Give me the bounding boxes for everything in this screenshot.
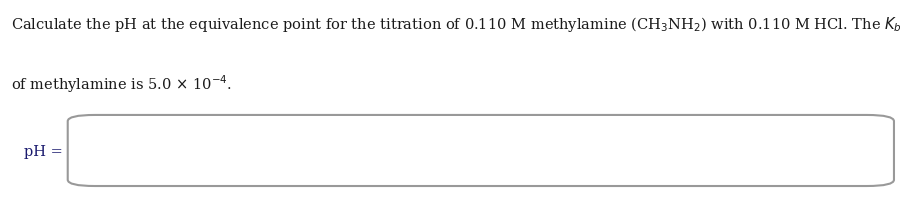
Text: pH =: pH = [24,145,63,158]
Text: of methylamine is 5.0 $\times$ 10$^{-4}$.: of methylamine is 5.0 $\times$ 10$^{-4}$… [11,73,232,95]
Text: Calculate the pH at the equivalence point for the titration of 0.110 M methylami: Calculate the pH at the equivalence poin… [11,15,901,34]
